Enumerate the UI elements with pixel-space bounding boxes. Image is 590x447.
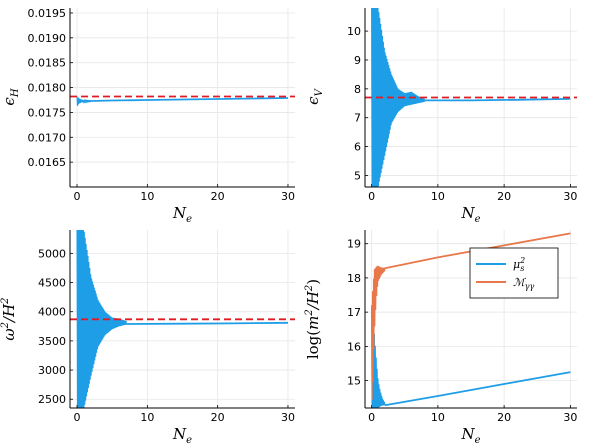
x-tick-label: 20 xyxy=(497,411,511,424)
series-oscillation xyxy=(371,8,426,187)
x-tick-label: 30 xyxy=(281,411,295,424)
y-tick-label: 0.0170 xyxy=(28,131,67,144)
y-axis-label: log(m2/H2) xyxy=(304,279,322,359)
y-tick-label: 7 xyxy=(354,112,361,125)
y-tick-label: 9 xyxy=(354,54,361,67)
y-tick-label: 4000 xyxy=(38,306,66,319)
y-tick-label: 5 xyxy=(354,169,361,182)
y-tick-label: 8 xyxy=(354,83,361,96)
y-axis-label: ϵV xyxy=(304,87,325,104)
x-tick-label: 0 xyxy=(74,190,81,203)
subplot-3: 0 10 20 30 2500 3000 3500 4000 4500 5000 Ne ω2/H2 xyxy=(0,230,295,446)
x-axis-label: Ne xyxy=(172,204,192,225)
y-tick-label: 16 xyxy=(347,340,361,353)
subplot-4: 0 10 20 30 15 16 17 18 19 Ne log(m2/H2) μ2 s ℳγγ xyxy=(304,230,577,446)
x-tick-label: 0 xyxy=(74,411,81,424)
x-tick-label: 10 xyxy=(431,190,445,203)
series-oscillation xyxy=(371,265,386,400)
y-tick-label: 0.0180 xyxy=(28,82,67,95)
plot-area xyxy=(70,230,295,408)
x-tick-label: 10 xyxy=(140,411,154,424)
x-tick-label: 30 xyxy=(563,411,577,424)
y-axis-label: ω2/H2 xyxy=(0,297,18,340)
y-tick-label: 0.0185 xyxy=(28,57,67,70)
series-line xyxy=(77,97,289,102)
subplot-1: 0 10 20 30 0.0165 0.0170 0.0175 0.0180 0.0185 0.0… xyxy=(0,7,295,225)
x-axis-label: Ne xyxy=(460,425,480,443)
plot-area xyxy=(70,95,295,106)
y-tick-label: 6 xyxy=(354,141,361,154)
x-tick-label: 20 xyxy=(211,190,225,203)
series-line xyxy=(384,371,571,407)
x-axis-label: Ne xyxy=(460,204,480,225)
legend-box xyxy=(469,247,559,299)
series-oscillation xyxy=(371,308,386,408)
y-tick-label: 4500 xyxy=(38,277,66,290)
x-axis-label: Ne xyxy=(172,425,192,443)
series-line xyxy=(126,321,289,325)
x-tick-label: 30 xyxy=(563,190,577,203)
x-tick-label: 10 xyxy=(431,411,445,424)
y-tick-label: 5000 xyxy=(38,247,66,260)
y-tick-label: 17 xyxy=(347,306,361,319)
y-axis-label: ϵH xyxy=(0,88,21,105)
y-tick-label: 0.0190 xyxy=(28,32,67,45)
y-tick-label: 15 xyxy=(347,375,361,388)
x-tick-label: 20 xyxy=(497,190,511,203)
y-tick-label: 0.0175 xyxy=(28,106,67,119)
legend: μ2 s ℳγγ xyxy=(469,247,559,299)
y-tick-label: 18 xyxy=(347,272,361,285)
x-tick-label: 0 xyxy=(368,411,375,424)
plot-area xyxy=(365,8,577,187)
series-line xyxy=(424,98,571,102)
y-tick-label: 3000 xyxy=(38,364,66,377)
y-tick-label: 2500 xyxy=(38,393,66,406)
y-tick-label: 3500 xyxy=(38,335,66,348)
x-tick-label: 10 xyxy=(140,190,154,203)
y-tick-label: 0.0165 xyxy=(28,156,67,169)
x-tick-label: 30 xyxy=(281,190,295,203)
x-tick-label: 0 xyxy=(368,190,375,203)
x-tick-label: 20 xyxy=(211,411,225,424)
y-tick-label: 19 xyxy=(347,238,361,251)
legend-label: ℳγγ xyxy=(513,276,535,291)
subplot-2: 0 10 20 30 5 6 7 8 9 10 Ne ϵV xyxy=(304,8,577,225)
y-tick-label: 0.0195 xyxy=(28,7,67,20)
legend-label: μ2 s xyxy=(513,256,525,273)
y-tick-label: 10 xyxy=(347,25,361,38)
